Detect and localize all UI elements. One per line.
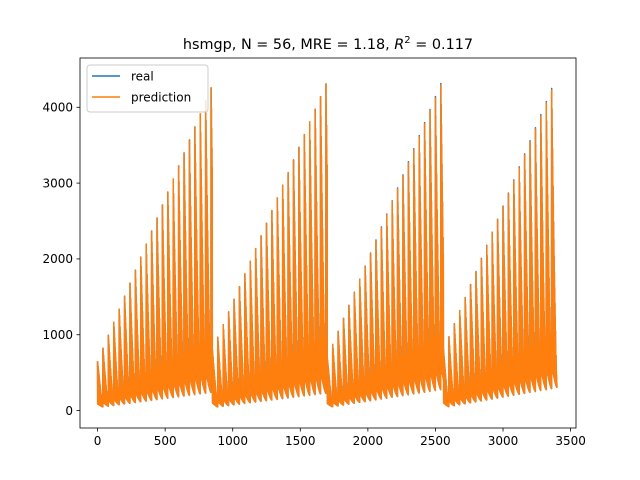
x-tick-label: 0 <box>94 434 102 448</box>
y-axis-ticks: 0 1000 2000 3000 4000 <box>42 100 80 418</box>
y-tick-label: 2000 <box>42 252 73 266</box>
x-tick-label: 3500 <box>555 434 586 448</box>
y-tick-label: 1000 <box>42 328 73 342</box>
x-axis-ticks: 0 500 1000 1500 2000 2500 3000 3500 <box>94 428 586 448</box>
chart-title: hsmgp, N = 56, MRE = 1.18, R2 = 0.117 <box>183 35 473 53</box>
legend-label-prediction: prediction <box>131 91 191 105</box>
x-tick-label: 2500 <box>420 434 451 448</box>
legend: real prediction <box>86 64 209 113</box>
chart-title-r2-exponent: 2 <box>404 35 410 46</box>
chart-title-r2-value: = 0.117 <box>411 37 473 53</box>
plot-frame <box>79 57 577 429</box>
y-tick-label: 0 <box>65 404 73 418</box>
chart-title-r2-symbol: R <box>394 37 404 53</box>
y-tick-label: 3000 <box>42 176 73 190</box>
series-line-prediction <box>96 83 558 408</box>
series-layer <box>96 82 558 408</box>
x-tick-label: 500 <box>154 434 177 448</box>
x-tick-label: 1500 <box>285 434 316 448</box>
x-tick-label: 2000 <box>353 434 384 448</box>
x-tick-label: 1000 <box>217 434 248 448</box>
plot-area <box>96 82 558 408</box>
legend-label-real: real <box>131 70 154 84</box>
chart-title-prefix: hsmgp, N = 56, MRE = 1.18, <box>183 37 394 53</box>
y-tick-label: 4000 <box>42 100 73 114</box>
x-tick-label: 3000 <box>488 434 519 448</box>
